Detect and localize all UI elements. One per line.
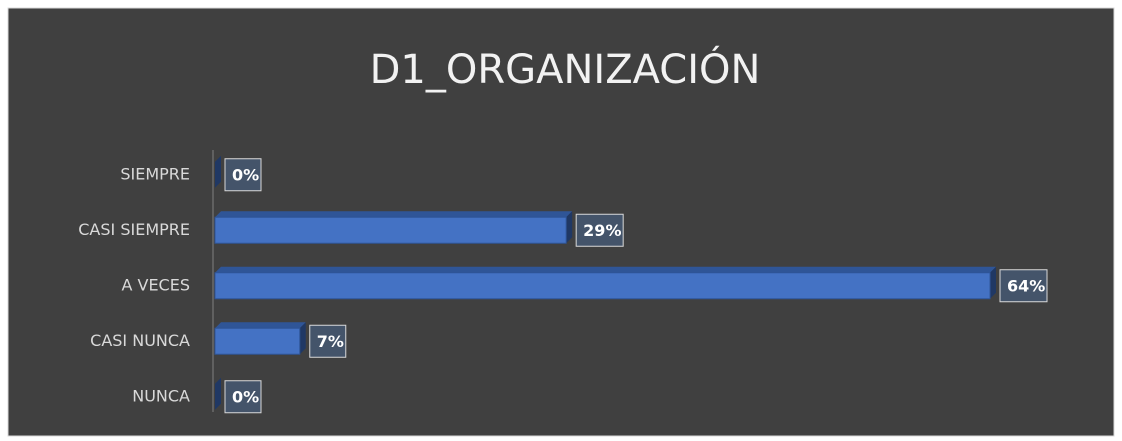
bar-side (215, 155, 221, 188)
y-tick-label: CASI SIEMPRE (78, 220, 190, 239)
y-tick-label: A VECES (121, 275, 190, 294)
data-label: 0% (232, 165, 259, 184)
chart-title: D1_ORGANIZACIÓN (370, 45, 761, 93)
data-label: 64% (1007, 276, 1045, 295)
data-label-box (309, 324, 347, 358)
bar-top (215, 211, 573, 218)
bar-side (299, 322, 306, 355)
data-label: 0% (232, 387, 259, 406)
data-label-box (999, 269, 1048, 303)
data-label: 7% (317, 332, 344, 351)
data-label-box (575, 213, 624, 247)
bar-side (566, 211, 573, 244)
bar (214, 327, 301, 355)
y-tick-label: NUNCA (132, 386, 190, 405)
bar-side (215, 377, 221, 410)
data-label-box (224, 158, 262, 192)
y-tick-label: CASI NUNCA (90, 331, 190, 350)
bar (214, 216, 567, 244)
data-label: 29% (583, 221, 621, 240)
bar-top (215, 266, 996, 273)
data-label-box (224, 380, 262, 414)
bar-top (215, 322, 306, 329)
bar (214, 272, 991, 300)
y-tick-label: SIEMPRE (120, 164, 190, 183)
bar-side (990, 266, 996, 299)
